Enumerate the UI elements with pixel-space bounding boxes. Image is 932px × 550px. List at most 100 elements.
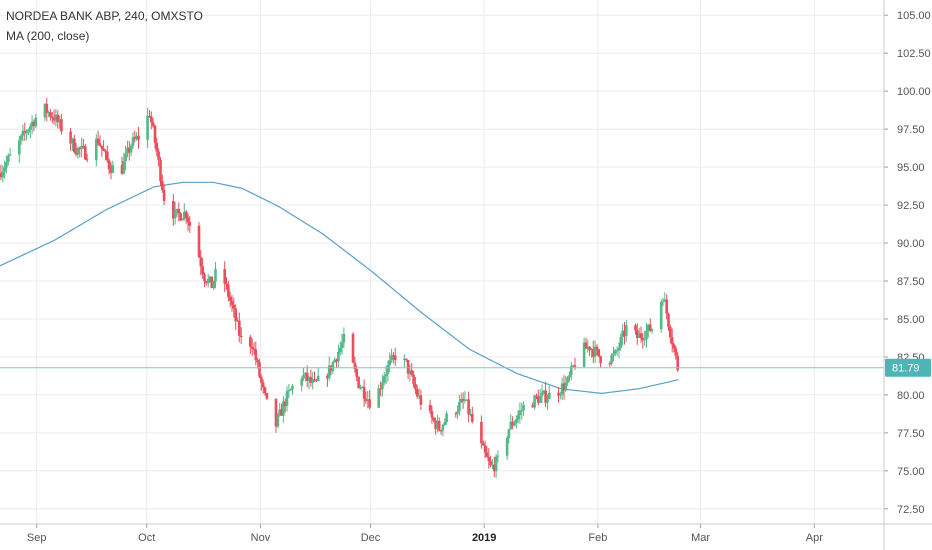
x-tick-label: Dec bbox=[361, 532, 381, 544]
candle-body bbox=[659, 302, 663, 330]
candle-body bbox=[227, 284, 230, 297]
candle-body bbox=[27, 129, 30, 133]
candle-body bbox=[205, 281, 208, 284]
candle-body bbox=[392, 355, 395, 357]
candle-body bbox=[592, 349, 595, 357]
candle-body bbox=[610, 355, 613, 364]
candle-body bbox=[278, 409, 281, 415]
candle-body bbox=[155, 142, 159, 152]
candle-body bbox=[590, 349, 593, 351]
candle-body bbox=[137, 135, 140, 140]
candle-body bbox=[557, 392, 560, 396]
time-axis: Sep Oct Nov Dec 2019 Feb Mar Apr bbox=[0, 523, 932, 544]
candle-body bbox=[667, 313, 670, 327]
candle-body bbox=[515, 419, 518, 423]
candle-body bbox=[283, 401, 287, 406]
candle-body bbox=[621, 330, 624, 337]
candle-body bbox=[458, 402, 461, 412]
candle-body bbox=[588, 346, 591, 351]
candle-body bbox=[56, 114, 60, 123]
candle-body bbox=[52, 117, 56, 121]
candle-body bbox=[595, 346, 599, 350]
candle-body bbox=[122, 161, 126, 174]
candle-body bbox=[74, 152, 78, 155]
y-tick-label: 80.00 bbox=[897, 390, 925, 402]
candle-body bbox=[665, 299, 668, 314]
candle-body bbox=[60, 119, 63, 132]
candle-body bbox=[516, 415, 520, 420]
y-tick-label: 102.50 bbox=[897, 48, 931, 60]
candle-body bbox=[307, 377, 311, 381]
candle-body bbox=[403, 358, 406, 360]
candle-body bbox=[73, 138, 76, 153]
candle-body bbox=[537, 396, 540, 403]
candle-body bbox=[599, 356, 602, 364]
candle-body bbox=[95, 138, 98, 161]
symbol-title: NORDEA BANK ABP, 240, OMXSTO bbox=[6, 9, 203, 23]
candle-body bbox=[384, 374, 388, 377]
candle-body bbox=[645, 330, 648, 340]
candle-body bbox=[109, 169, 113, 173]
candle-body bbox=[58, 119, 61, 123]
candle-body bbox=[648, 324, 652, 331]
candle-body bbox=[85, 159, 89, 161]
candle-body bbox=[404, 358, 408, 360]
candle-body bbox=[639, 333, 643, 338]
candle-body bbox=[280, 409, 283, 416]
candle-body bbox=[172, 201, 175, 219]
y-tick-label: 97.50 bbox=[897, 124, 925, 136]
candle-body bbox=[256, 360, 259, 363]
x-tick-label: Nov bbox=[251, 532, 271, 544]
candle-body bbox=[491, 464, 494, 466]
candle-body bbox=[441, 424, 445, 431]
candle-body bbox=[177, 208, 181, 214]
candle-body bbox=[538, 395, 542, 403]
candle-body bbox=[625, 325, 628, 337]
candle-body bbox=[316, 375, 320, 381]
candle-body bbox=[100, 145, 104, 149]
candle-body bbox=[509, 421, 513, 430]
candle-body bbox=[559, 394, 562, 396]
candle-body bbox=[175, 208, 179, 210]
y-tick-label: 92.50 bbox=[897, 200, 925, 212]
candle-body bbox=[338, 347, 342, 353]
candle-body bbox=[482, 443, 485, 446]
candle-body bbox=[25, 132, 28, 134]
candle-body bbox=[406, 360, 410, 374]
candle-body bbox=[54, 114, 58, 121]
candle-body bbox=[637, 333, 641, 338]
candle-body bbox=[249, 337, 252, 347]
candle-body bbox=[96, 138, 100, 144]
candle-body bbox=[126, 147, 129, 154]
candle-body bbox=[540, 392, 544, 396]
candle-body bbox=[8, 154, 12, 156]
candle-body bbox=[7, 155, 10, 162]
candle-body bbox=[106, 151, 109, 161]
candle-body bbox=[173, 210, 177, 219]
candle-body bbox=[258, 362, 261, 377]
last-price-badge-layer: 81.79 bbox=[885, 358, 931, 377]
candle-body bbox=[183, 211, 186, 219]
candle-body bbox=[104, 150, 107, 152]
last-price-label: 81.79 bbox=[892, 363, 920, 375]
candle-body bbox=[615, 350, 619, 352]
candle-body bbox=[212, 281, 215, 289]
candle-body bbox=[203, 274, 206, 282]
candle-body bbox=[305, 372, 309, 381]
candle-body bbox=[548, 392, 551, 400]
y-tick-label: 105.00 bbox=[897, 10, 931, 22]
candle-body bbox=[469, 413, 472, 415]
candle-body bbox=[564, 382, 568, 391]
candle-body bbox=[0, 173, 3, 178]
candle-body bbox=[377, 388, 380, 408]
x-tick-label: Feb bbox=[588, 532, 607, 544]
candle-body bbox=[274, 398, 278, 427]
candle-body bbox=[614, 350, 617, 354]
candle-body bbox=[124, 153, 127, 161]
candle-body bbox=[335, 359, 338, 362]
candle-body bbox=[102, 148, 105, 151]
candle-body bbox=[522, 405, 525, 411]
candle-body bbox=[593, 346, 597, 357]
candle-body bbox=[586, 346, 590, 349]
